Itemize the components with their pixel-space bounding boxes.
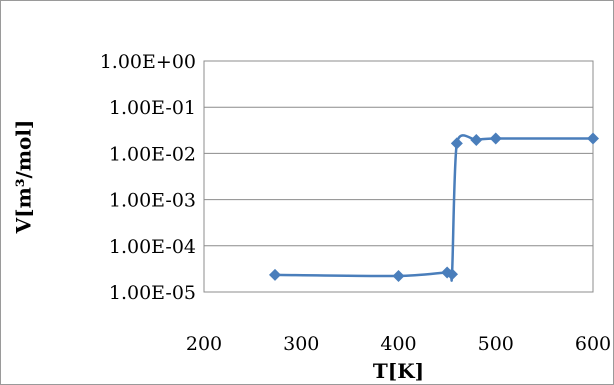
series-layer [268,132,599,282]
gridlines [204,60,593,293]
x-tick-label: 200 [186,333,222,355]
x-tick-label: 400 [380,333,416,355]
y-tick-labels: 1.00E-05 1.00E-04 1.00E-03 1.00E-02 1.00E-01… [100,51,196,304]
y-tick-label: 1.00E-05 [109,282,196,304]
plot-area [203,60,594,293]
data-point-marker [268,268,281,281]
x-tick-labels: 200 300 400 500 600 [186,333,611,355]
x-tick-label: 600 [575,333,611,355]
y-tick-label: 1.00E-04 [109,236,196,258]
x-tick-label: 300 [283,333,319,355]
y-axis-title: V[m³/mol] [12,120,36,235]
y-tick-label: 1.00E-02 [109,143,196,165]
y-tick-label: 1.00E+00 [100,51,196,73]
y-tick-label: 1.00E-01 [109,97,196,119]
data-point-marker [470,134,483,147]
data-point-marker [392,269,405,282]
data-point-marker [489,132,502,145]
data-point-marker [445,268,458,281]
x-axis-title: T[K] [373,359,424,383]
y-tick-label: 1.00E-03 [109,190,196,212]
x-tick-label: 500 [478,333,514,355]
data-point-marker [587,132,599,145]
data-point-marker [450,137,463,150]
